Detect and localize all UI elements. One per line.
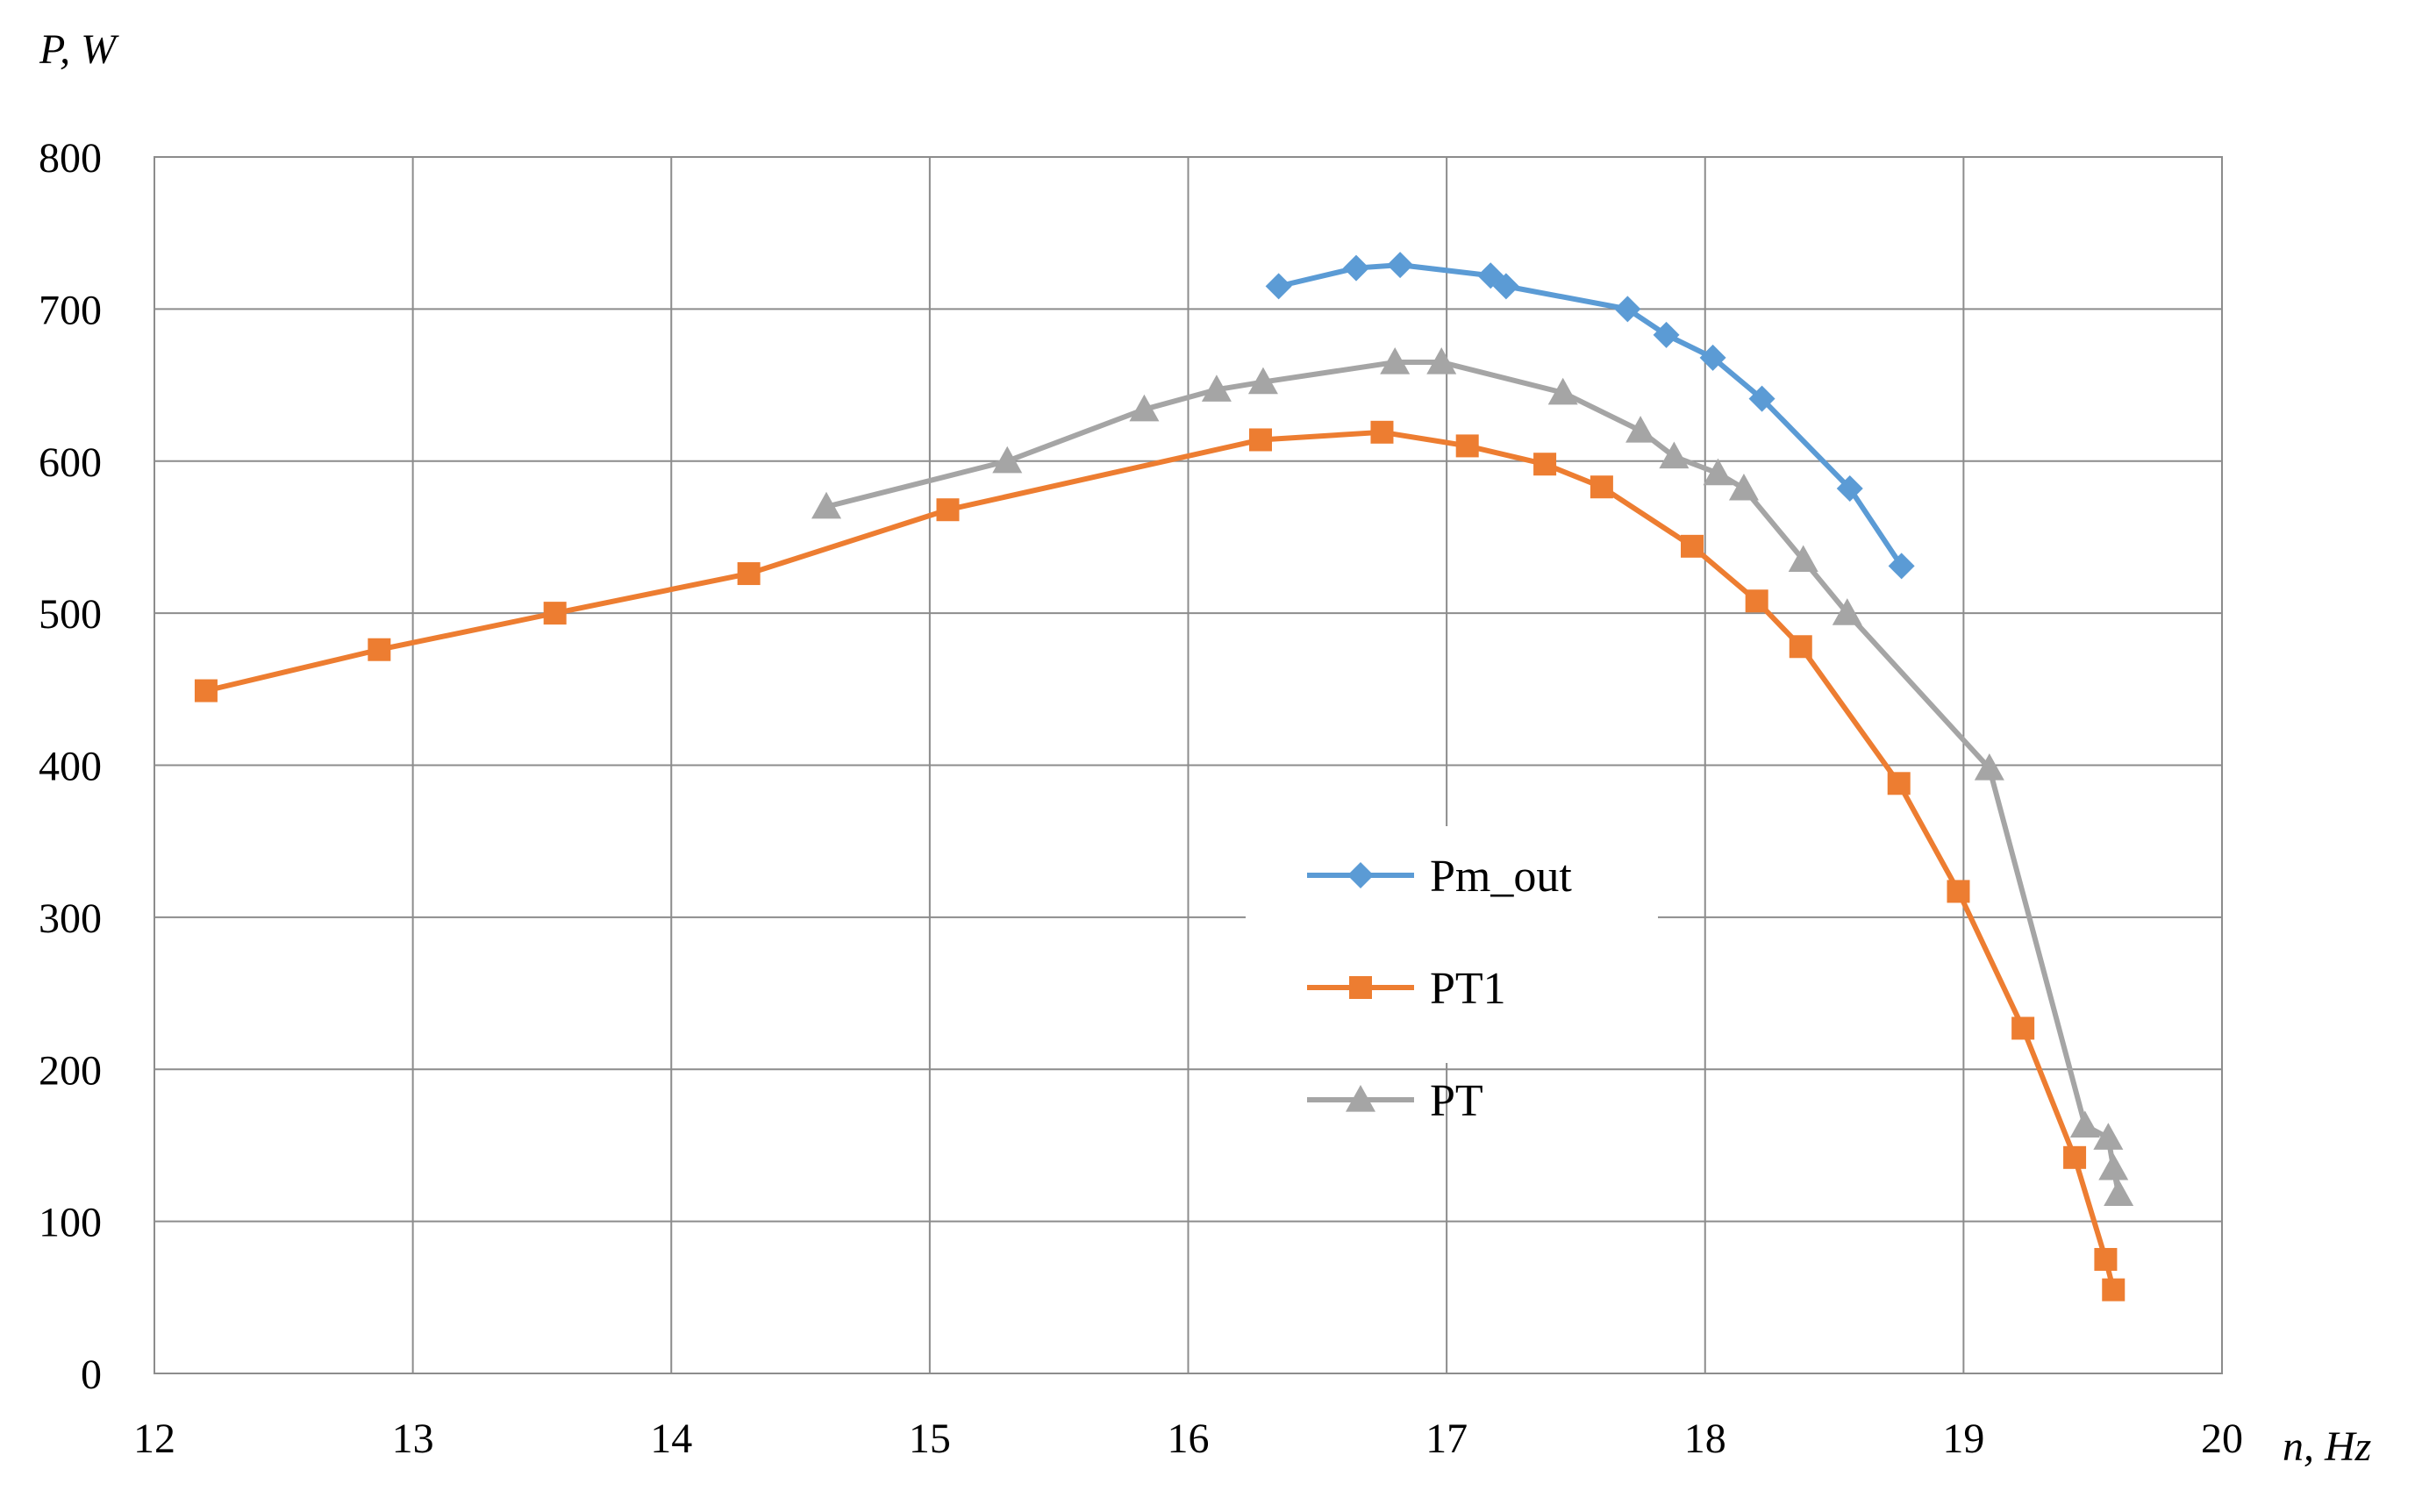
data-point-pt1 [2094, 1247, 2118, 1271]
data-point-pt [2098, 1152, 2129, 1180]
data-point-pm-out [1343, 254, 1370, 282]
data-point-pt [1129, 394, 1160, 422]
y-tick-label: 100 [39, 1200, 102, 1246]
series-pt1 [194, 420, 2126, 1302]
x-tick-label: 13 [392, 1416, 434, 1462]
legend-marker-pt1 [1349, 976, 1372, 999]
data-point-pt1 [1248, 428, 1272, 452]
y-tick-label: 700 [39, 287, 102, 333]
x-tick-label: 19 [1942, 1416, 1984, 1462]
data-point-pt1 [1789, 635, 1812, 659]
data-point-pm-out [1748, 385, 1775, 412]
legend-background [1246, 826, 1658, 1063]
grid [154, 156, 2223, 1374]
legend-item-pm-out: Pm_out [1307, 852, 1572, 902]
data-point-pm-out [1888, 553, 1915, 580]
plot-frame [154, 156, 2223, 1374]
data-point-pt1 [368, 638, 391, 661]
data-point-pt [1201, 374, 1232, 402]
legend-label-pt: PT [1430, 1076, 1483, 1126]
data-point-pt1 [2102, 1278, 2126, 1302]
data-point-pm-out [1836, 474, 1863, 502]
data-point-pt1 [1590, 475, 1613, 499]
data-point-pm-out [1265, 273, 1292, 300]
legend-item-pt1: PT1 [1307, 964, 1506, 1014]
legend-marker-pm-out [1347, 862, 1374, 888]
data-point-pt [1788, 545, 1818, 573]
legend-marker-pt [1346, 1085, 1375, 1112]
data-point-pt1 [936, 498, 960, 522]
x-tick-label: 14 [650, 1416, 692, 1462]
legend-item-pt: PT [1307, 1076, 1483, 1126]
y-tick-label: 200 [39, 1047, 102, 1094]
data-point-pt1 [543, 602, 567, 625]
data-point-pt [992, 446, 1023, 474]
x-tick-label: 17 [1425, 1416, 1468, 1462]
series-pt [811, 347, 2134, 1207]
series-lines [194, 252, 2134, 1302]
data-point-pt [1703, 458, 1733, 486]
data-point-pt [1659, 441, 1690, 469]
series-line-pt1 [205, 429, 2117, 1291]
x-tick-label: 15 [909, 1416, 951, 1462]
data-point-pt1 [1681, 534, 1704, 558]
data-point-pt1 [737, 562, 761, 586]
data-point-pt [2069, 1110, 2100, 1138]
y-tick-label: 0 [81, 1352, 102, 1398]
tick-labels: 12 13 14 15 16 17 18 19 200100200300400500600700… [39, 135, 2243, 1462]
data-point-pt [811, 491, 842, 519]
x-tick-label: 18 [1684, 1416, 1726, 1462]
legend-label-pt1: PT1 [1430, 964, 1506, 1014]
data-point-pt1 [1370, 420, 1394, 444]
y-tick-label: 600 [39, 439, 102, 486]
x-axis-title: n, Hz [2283, 1423, 2372, 1470]
data-point-pt1 [1887, 772, 1911, 795]
data-point-pt1 [194, 679, 218, 703]
series-pm-out [1265, 252, 1915, 580]
data-point-pt1 [1745, 589, 1768, 613]
data-point-pt1 [1455, 434, 1479, 458]
y-tick-label: 400 [39, 744, 102, 790]
y-tick-label: 300 [39, 895, 102, 942]
x-tick-label: 12 [133, 1416, 175, 1462]
data-point-pt [1247, 367, 1278, 395]
data-point-pm-out [1387, 252, 1414, 279]
data-point-pt [1728, 473, 1759, 501]
data-point-pt [1426, 347, 1457, 374]
legend: Pm_out PT1 PT [1307, 852, 1572, 1126]
data-point-pt [2093, 1123, 2124, 1150]
data-point-pt1 [2063, 1145, 2087, 1169]
data-point-pt [2104, 1179, 2134, 1207]
data-point-pt1 [2011, 1016, 2035, 1040]
data-point-pt1 [1533, 453, 1557, 476]
series-line-pm-out [1277, 262, 1904, 568]
y-tick-label: 800 [39, 135, 102, 182]
y-axis-title: P, W [39, 26, 119, 73]
legend-label-pm-out: Pm_out [1430, 852, 1572, 902]
data-point-pm-out [1614, 296, 1641, 323]
y-tick-label: 500 [39, 591, 102, 638]
data-point-pt [1832, 598, 1862, 625]
data-point-pt [1974, 752, 2004, 781]
data-point-pt [1380, 347, 1411, 374]
x-tick-label: 16 [1168, 1416, 1210, 1462]
data-point-pm-out [1492, 273, 1519, 300]
data-point-pt1 [1947, 880, 1970, 903]
data-point-pm-out [1699, 344, 1726, 371]
data-point-pt [1625, 416, 1656, 443]
data-point-pt [1547, 377, 1578, 405]
data-point-pm-out [1653, 321, 1680, 348]
x-tick-label: 20 [2201, 1416, 2243, 1462]
